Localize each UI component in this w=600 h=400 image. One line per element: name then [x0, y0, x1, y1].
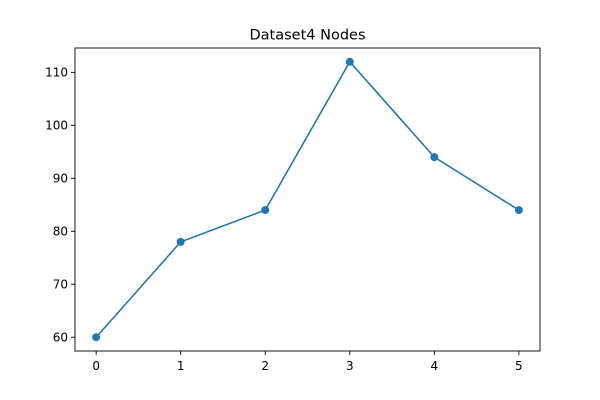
series-line-0	[95, 60, 520, 339]
y-tick-label-70: 70	[53, 278, 68, 292]
data-point-4	[430, 153, 439, 162]
data-point-0	[92, 333, 101, 342]
x-tick-label-1: 1	[177, 359, 185, 373]
x-tick-label-4: 4	[430, 359, 438, 373]
y-tick-label-80: 80	[53, 225, 68, 239]
plot-frame	[74, 47, 541, 352]
chart-title: Dataset4 Nodes	[249, 28, 365, 44]
y-tick-label-100: 100	[45, 119, 68, 133]
plot-area: 0 1 2 3 4 5 60 70 80 90 100 110	[45, 47, 541, 373]
y-tick-label-60: 60	[53, 331, 68, 345]
data-point-2	[261, 206, 270, 215]
data-point-5	[514, 206, 523, 215]
y-tick-label-110: 110	[45, 66, 68, 80]
x-tick-label-2: 2	[261, 359, 269, 373]
x-tick-label-0: 0	[92, 359, 100, 373]
x-tick-label-5: 5	[515, 359, 523, 373]
data-point-3	[345, 57, 354, 66]
x-tick-label-3: 3	[346, 359, 354, 373]
data-point-1	[176, 237, 185, 246]
y-tick-label-90: 90	[53, 172, 68, 186]
